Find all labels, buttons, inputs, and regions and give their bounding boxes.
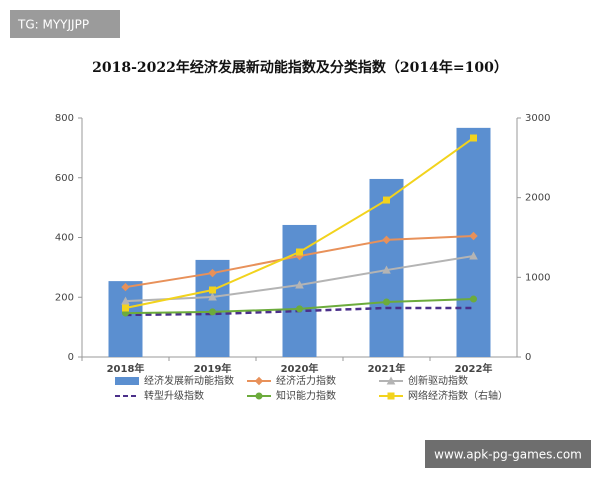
marker <box>383 196 390 204</box>
marker <box>386 376 396 385</box>
watermark: TG: MYYJJPP <box>17 18 89 32</box>
marker <box>208 292 217 301</box>
marker <box>470 134 477 142</box>
marker <box>122 304 129 312</box>
legend-label: 创新驱动指数 <box>408 374 468 387</box>
marker <box>121 296 130 305</box>
bar <box>282 224 317 357</box>
marker <box>382 235 391 245</box>
legend-label: 知识能力指数 <box>276 389 336 402</box>
x-tick-label: 2020年 <box>281 362 319 375</box>
marker <box>295 280 304 289</box>
bar <box>456 127 491 357</box>
chart-title: 2018-2022年经济发展新动能指数及分类指数（2014年=100） <box>92 59 508 76</box>
marker <box>296 305 303 313</box>
marker <box>255 392 263 400</box>
legend-swatch <box>115 377 139 385</box>
marker <box>469 251 478 260</box>
y2-tick-label: 1000 <box>525 272 550 283</box>
watermark-box <box>425 440 591 468</box>
x-tick-label: 2018年 <box>107 362 145 375</box>
marker <box>209 286 216 294</box>
marker <box>121 282 130 292</box>
marker <box>254 376 264 386</box>
y-tick-label: 400 <box>55 233 74 244</box>
y-tick-label: 200 <box>55 292 74 303</box>
marker <box>296 248 303 256</box>
legend-label: 经济发展新动能指数 <box>144 374 234 387</box>
y2-tick-label: 3000 <box>525 113 550 124</box>
watermark-box <box>10 10 120 38</box>
legend-label: 转型升级指数 <box>144 389 204 402</box>
legend-label: 经济活力指数 <box>276 374 336 387</box>
marker <box>208 268 217 278</box>
y-tick-label: 800 <box>55 113 74 124</box>
marker <box>383 298 390 306</box>
bar <box>108 281 143 357</box>
marker <box>470 295 477 303</box>
x-tick-label: 2021年 <box>368 362 406 375</box>
marker <box>209 308 216 316</box>
marker <box>469 231 478 241</box>
watermark: www.apk-pg-games.com <box>434 448 582 462</box>
y2-tick-label: 2000 <box>525 193 550 204</box>
y2-tick-label: 0 <box>525 352 531 363</box>
legend-label: 网络经济指数（右轴） <box>408 389 508 402</box>
x-tick-label: 2022年 <box>455 362 493 375</box>
y-tick-label: 0 <box>68 352 74 363</box>
y-tick-label: 600 <box>55 173 74 184</box>
marker <box>387 392 395 400</box>
x-tick-label: 2019年 <box>194 362 232 375</box>
marker <box>382 265 391 274</box>
